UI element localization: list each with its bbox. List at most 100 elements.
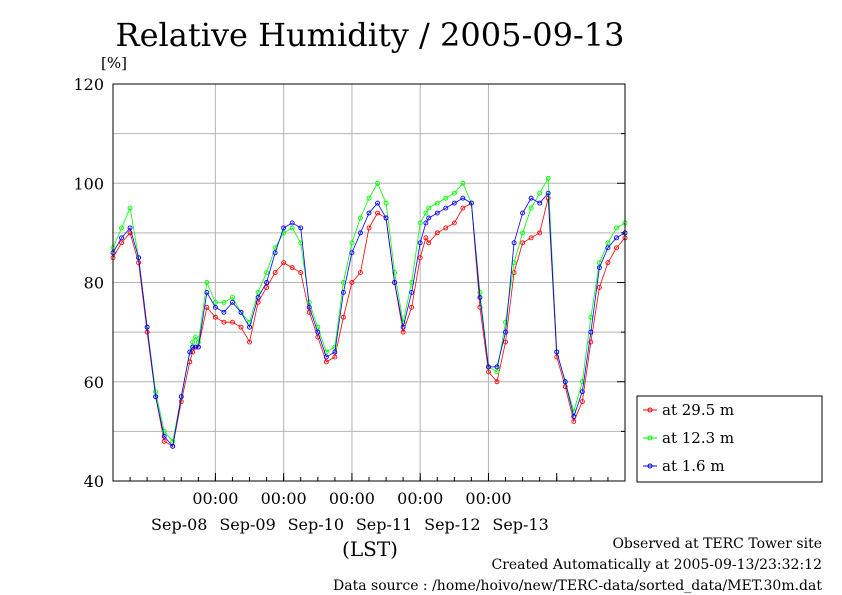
x-time-label: 00:00: [261, 489, 307, 508]
data-point: [375, 210, 380, 216]
data-point: [434, 210, 440, 216]
data-point: [537, 200, 543, 206]
legend-label: at 1.6 m: [662, 457, 725, 475]
data-point: [503, 319, 508, 325]
data-point: [289, 265, 295, 271]
data-point: [127, 230, 133, 236]
y-tick-label: 40: [84, 472, 104, 491]
data-point: [468, 200, 474, 206]
x-date-label: Sep-09: [219, 515, 275, 534]
data-point: [494, 369, 500, 375]
data-point: [571, 414, 577, 419]
data-point: [204, 280, 210, 285]
data-point: [417, 255, 423, 261]
series-line: [112, 198, 626, 447]
series-line: [112, 176, 626, 443]
data-point: [392, 280, 398, 285]
data-point: [605, 260, 611, 266]
data-point: [119, 240, 124, 246]
data-point: [423, 220, 429, 226]
data-point: [400, 324, 406, 330]
legend-box: [636, 395, 823, 483]
x-time-label: 00:00: [465, 489, 511, 508]
data-point: [545, 175, 551, 181]
y-tick-label: 120: [73, 75, 104, 94]
data-point: [520, 230, 526, 236]
data-point: [178, 394, 184, 400]
data-point: [375, 200, 380, 206]
data-point: [400, 319, 406, 325]
data-point: [255, 289, 261, 295]
data-point: [494, 364, 500, 370]
legend-swatch-marker: [647, 463, 653, 469]
x-date-label: Sep-10: [288, 515, 344, 534]
data-point: [281, 225, 287, 231]
data-point: [119, 225, 124, 231]
data-point: [554, 354, 560, 360]
data-point: [247, 319, 252, 325]
data-point: [230, 319, 235, 325]
data-point: [528, 235, 534, 241]
data-point: [144, 324, 150, 330]
data-point: [230, 294, 235, 300]
data-point: [596, 285, 602, 290]
legend-label: at 29.5 m: [662, 401, 734, 419]
chart-title: Relative Humidity / 2005-09-13: [116, 16, 625, 54]
data-point: [127, 225, 133, 231]
data-point: [366, 195, 372, 201]
data-point: [349, 280, 355, 285]
footer-observed: Observed at TERC Tower site: [612, 536, 822, 552]
series-line: [112, 192, 626, 448]
data-point: [340, 289, 346, 295]
data-point: [451, 220, 457, 226]
data-point: [315, 329, 321, 335]
data-point: [443, 195, 449, 201]
data-point: [605, 240, 611, 246]
legend-swatch-marker: [647, 407, 653, 413]
data-point: [190, 349, 196, 355]
data-point: [119, 235, 124, 241]
data-point: [298, 225, 304, 231]
data-point: [528, 205, 534, 211]
data-point: [486, 369, 491, 375]
data-point: [451, 200, 457, 206]
data-point: [281, 260, 287, 266]
data-point: [579, 389, 585, 395]
data-point: [212, 304, 218, 310]
x-date-label: Sep-12: [424, 515, 480, 534]
data-point: [409, 289, 415, 295]
data-point: [537, 230, 543, 236]
data-point: [247, 339, 252, 345]
data-point: [230, 299, 235, 305]
data-point: [423, 235, 429, 241]
data-point: [537, 190, 543, 196]
data-point: [579, 399, 585, 405]
data-point: [443, 205, 449, 211]
data-point: [170, 438, 176, 444]
data-point: [588, 329, 594, 335]
footer-source: Data source : /home/hoivo/new/TERC-data/…: [333, 578, 822, 594]
data-point: [340, 314, 346, 320]
data-point: [272, 270, 278, 276]
data-point: [323, 359, 329, 365]
data-point: [332, 354, 338, 360]
data-point: [528, 195, 534, 201]
data-point: [503, 339, 508, 345]
data-point: [190, 339, 196, 345]
legend: at 29.5 m at 12.3 m at 1.6 m: [636, 395, 823, 483]
data-point: [366, 210, 372, 216]
data-point: [366, 225, 372, 231]
data-point: [178, 399, 184, 405]
axis-ticks: 40 60 80 100 120 00:00 00:00 00:00 00:00 00:00 Sep…: [73, 75, 626, 534]
x-time-label: 00:00: [329, 489, 375, 508]
data-point: [204, 289, 210, 295]
data-point: [298, 270, 304, 276]
data-point: [443, 225, 449, 231]
data-point: [193, 344, 198, 350]
data-point: [409, 304, 415, 310]
data-point: [221, 319, 227, 325]
data-point: [375, 180, 380, 186]
data-point: [614, 235, 619, 241]
data-point: [494, 379, 500, 385]
